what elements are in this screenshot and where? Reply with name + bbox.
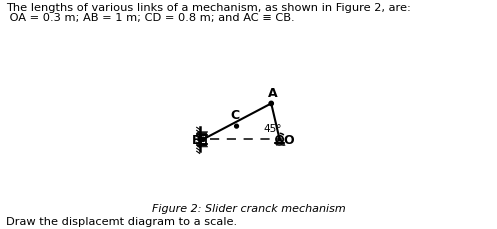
Text: Figure 2: Slider cranck mechanism: Figure 2: Slider cranck mechanism bbox=[152, 203, 345, 213]
Circle shape bbox=[269, 102, 273, 106]
Text: The lengths of various links of a mechanism, as shown in Figure 2, are:: The lengths of various links of a mechan… bbox=[6, 3, 411, 13]
Text: O: O bbox=[283, 133, 294, 146]
Text: A: A bbox=[267, 87, 277, 100]
Circle shape bbox=[235, 125, 239, 128]
Text: 45°: 45° bbox=[264, 123, 282, 133]
Text: Draw the displacemt diagram to a scale.: Draw the displacemt diagram to a scale. bbox=[6, 216, 237, 226]
Circle shape bbox=[201, 138, 205, 142]
Bar bbox=[201, 135, 206, 144]
Text: C: C bbox=[230, 109, 240, 122]
Text: B: B bbox=[192, 133, 201, 146]
Text: OA = 0.3 m; AB = 1 m; CD = 0.8 m; and AC ≡ CB.: OA = 0.3 m; AB = 1 m; CD = 0.8 m; and AC… bbox=[6, 13, 295, 22]
Circle shape bbox=[278, 138, 281, 141]
